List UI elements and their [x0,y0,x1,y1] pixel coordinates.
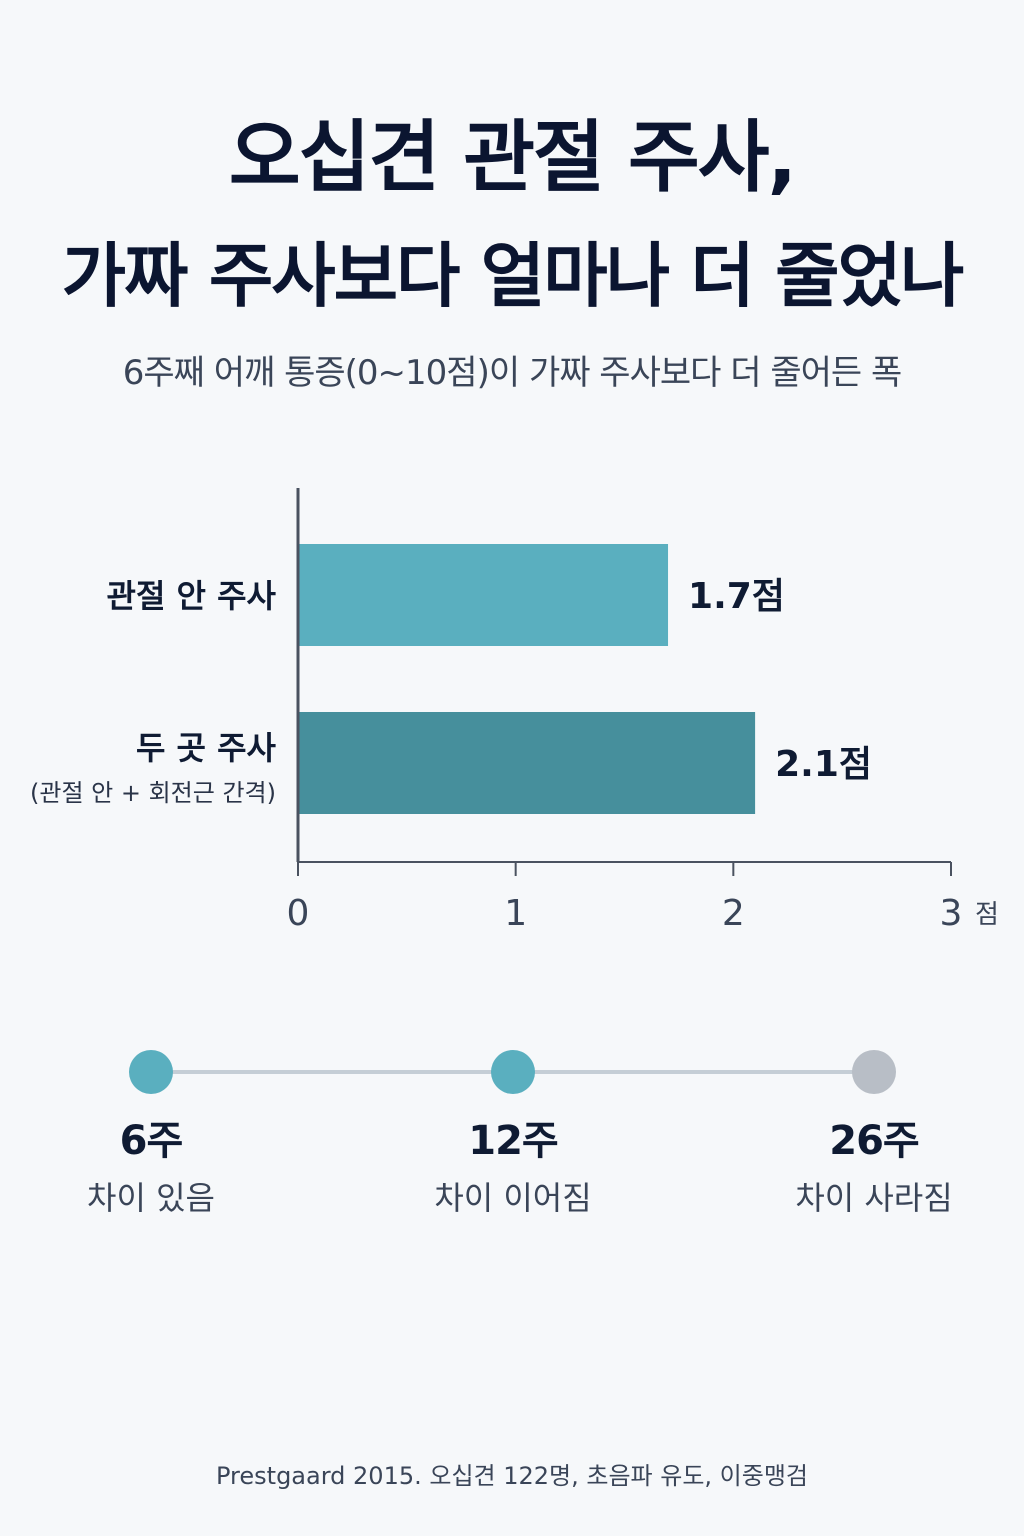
bar-chart: 1.7점 관절 안 주사 2.1점 두 곳 주사 (관절 안 + 회전근 간격) 0 1 2 3… [30,488,999,934]
bar-value-label-2: 2.1점 [775,744,872,785]
category-label-2: 두 곳 주사 [136,729,277,767]
chart-title-line-2: 가짜 주사보다 얼마나 더 줄었나 [61,235,965,317]
bar-2 [298,712,756,814]
bar-value-label-1: 1.7점 [688,576,785,617]
category-label-1: 관절 안 주사 [107,577,277,615]
timeline-week-6: 6주 [119,1118,184,1164]
timeline-desc-12: 차이 이어짐 [434,1179,592,1217]
timeline-dot-26w [852,1050,896,1094]
source-footnote: Prestgaard 2015. 오십견 122명, 초음파 유도, 이중맹검 [216,1462,808,1490]
timeline-dot-12w [491,1050,535,1094]
x-tick-label-0: 0 [287,893,310,934]
x-tick-label-2: 2 [722,893,745,934]
x-tick-label-1: 1 [504,893,527,934]
chart-title-line-1: 오십견 관절 주사, [228,113,797,203]
timeline-dot-6w [129,1050,173,1094]
category-sublabel-2: (관절 안 + 회전근 간격) [30,779,276,807]
x-axis-unit: 점 [975,900,999,930]
chart-subtitle: 6주째 어깨 통증(0~10점)이 가짜 주사보다 더 줄어든 폭 [122,353,903,393]
timeline-desc-26: 차이 사라짐 [795,1179,953,1217]
timeline: 6주 차이 있음 12주 차이 이어짐 26주 차이 사라짐 [0,1040,1024,1240]
x-tick-label-3: 3 [940,893,963,934]
timeline-desc-6: 차이 있음 [87,1179,215,1217]
timeline-week-26: 26주 [829,1118,919,1164]
timeline-track [129,1050,896,1094]
bar-1 [298,544,669,646]
timeline-week-12: 12주 [468,1118,558,1164]
